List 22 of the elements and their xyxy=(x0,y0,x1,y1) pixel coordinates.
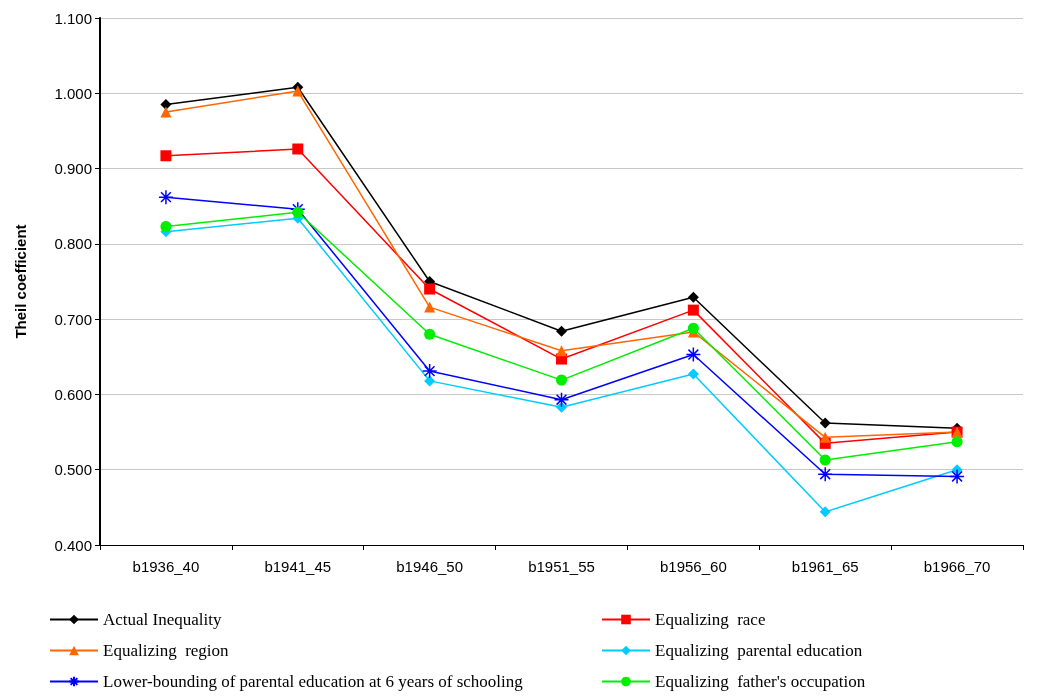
x-tick-label: b1936_40 xyxy=(132,558,200,575)
legend-label: Actual Inequality xyxy=(103,610,222,629)
legend-label: Equalizing region xyxy=(103,641,230,660)
y-tick-label: 0.500 xyxy=(54,461,92,479)
y-tick-label: 0.800 xyxy=(54,235,92,253)
y-tick-label: 0.900 xyxy=(54,160,92,178)
legend-label: Lower-bounding of parental education at 6 years of schooling xyxy=(103,672,524,691)
x-tick-label: b1946_50 xyxy=(396,558,464,575)
legend-label: Equalizing race xyxy=(655,610,766,629)
y-tick-label: 0.400 xyxy=(54,536,92,554)
y-tick-label: 1.000 xyxy=(54,84,92,102)
x-tick-label: b1966_70 xyxy=(923,558,991,575)
x-tick-label: b1941_45 xyxy=(264,558,332,575)
y-tick-label: 0.600 xyxy=(54,385,92,403)
y-axis-title: Theil coefficient xyxy=(12,224,29,339)
legend-label: Equalizing father's occupation xyxy=(655,672,866,691)
y-tick-label: 1.100 xyxy=(54,9,92,27)
y-tick-label: 0.700 xyxy=(54,310,92,328)
x-tick-label: b1956_60 xyxy=(659,558,727,575)
x-tick-label: b1951_55 xyxy=(528,558,595,575)
legend-label: Equalizing parental education xyxy=(655,641,863,660)
x-tick-label: b1961_65 xyxy=(791,558,859,575)
